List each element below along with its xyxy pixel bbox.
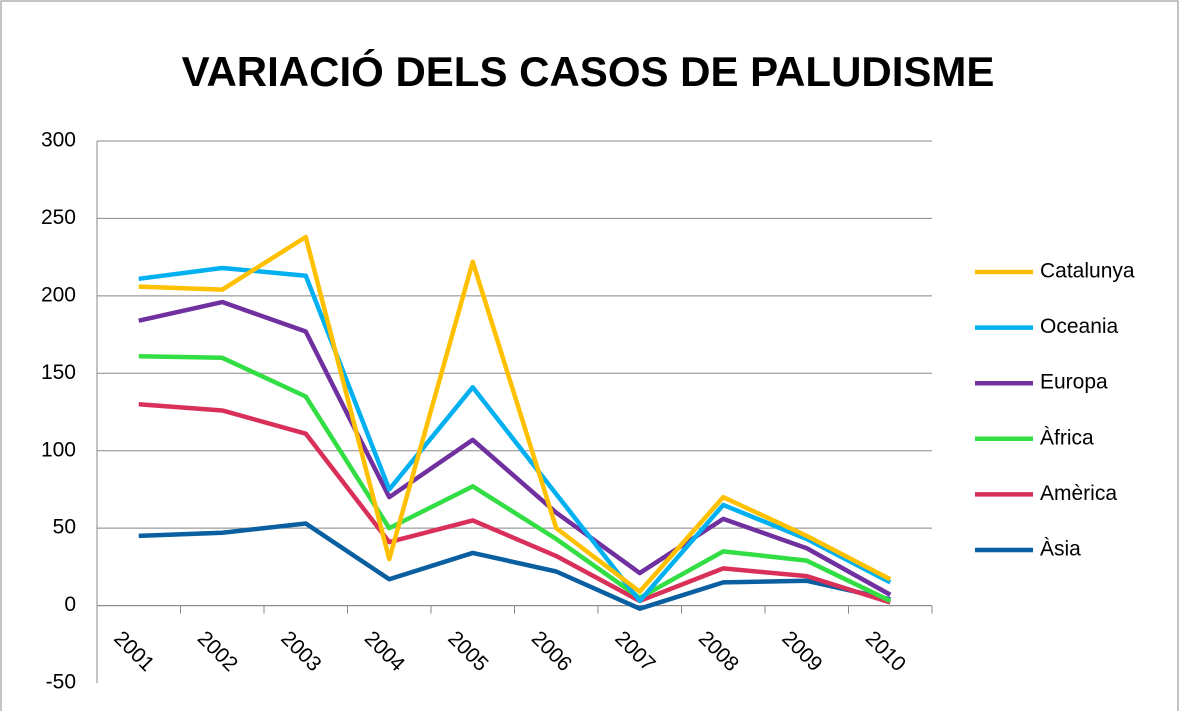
y-tick-label: 100 — [41, 438, 76, 461]
y-tick-label: 200 — [41, 283, 76, 306]
y-tick-label: 50 — [53, 516, 76, 539]
legend-label: Catalunya — [1040, 260, 1135, 283]
legend-label: Europa — [1040, 371, 1108, 394]
legend-label: Amèrica — [1040, 482, 1117, 505]
legend-label: Oceania — [1040, 315, 1119, 338]
y-tick-label: 300 — [41, 129, 76, 152]
y-tick-label: 250 — [41, 206, 76, 229]
chart-title: VARIACIÓ DELS CASOS DE PALUDISME — [182, 47, 995, 95]
y-tick-label: 150 — [41, 361, 76, 384]
series-line — [138, 299, 892, 597]
series-line — [138, 234, 892, 594]
series-line — [138, 402, 891, 605]
series-line — [138, 521, 891, 611]
legend-label: Àfrica — [1040, 426, 1094, 449]
y-tick-label: 0 — [64, 593, 76, 616]
legend-label: Àsia — [1040, 538, 1081, 561]
y-tick-label: -50 — [46, 671, 76, 694]
series-line — [138, 354, 892, 603]
series-line — [138, 265, 892, 604]
